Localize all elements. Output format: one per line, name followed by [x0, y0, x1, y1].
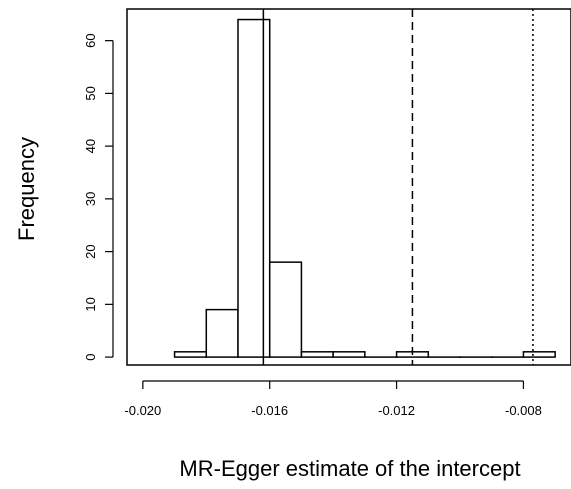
y-axis: 0 10 20 30 40 50 60 [83, 33, 114, 361]
x-axis: -0.020 -0.016 -0.012 -0.008 [124, 380, 542, 418]
x-tick-label: -0.016 [251, 403, 288, 418]
y-tick-label: 10 [83, 297, 98, 311]
y-tick-label: 20 [83, 244, 98, 258]
reference-lines [262, 9, 534, 365]
y-tick-label: 30 [83, 192, 98, 206]
histogram-bar [300, 351, 334, 358]
histogram-bar [332, 351, 366, 358]
plot-frame [126, 8, 571, 366]
histogram-bar [237, 18, 271, 358]
y-axis-title: Frequency [14, 137, 39, 241]
histogram-bar [522, 351, 556, 358]
y-tick-label: 40 [83, 139, 98, 153]
histogram-bar [268, 261, 303, 358]
x-axis-title: MR-Egger estimate of the intercept [179, 456, 520, 481]
x-tick-label: -0.012 [378, 403, 415, 418]
histogram-bar [173, 351, 208, 358]
y-tick-label: 0 [83, 353, 98, 360]
x-tick-label: -0.008 [505, 403, 542, 418]
histogram-bars [173, 18, 556, 358]
y-tick-label: 50 [83, 86, 98, 100]
histogram-bar [205, 308, 239, 358]
x-tick-label: -0.020 [124, 403, 161, 418]
y-tick-label: 60 [83, 33, 98, 47]
